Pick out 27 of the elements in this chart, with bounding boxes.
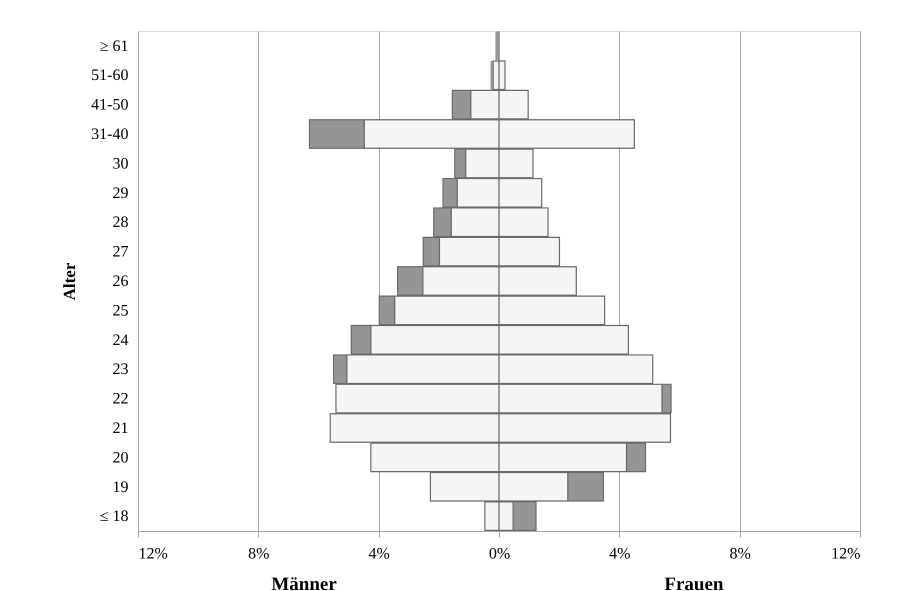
y-tick-label: 28	[112, 214, 128, 232]
x-tick-label: 4%	[609, 546, 630, 562]
text: Männer	[271, 574, 338, 591]
x-tick-label: 8%	[730, 546, 751, 562]
x-tick-label: 12%	[831, 546, 860, 562]
y-tick-label: 25	[112, 302, 128, 320]
y-tick-label: 23	[112, 361, 128, 378]
y-tick-label: ≤ 18	[100, 508, 128, 526]
y-tick-label: 29	[112, 184, 128, 202]
y-tick-label: 20	[112, 449, 128, 466]
y-tick-label: 22	[112, 390, 128, 408]
y-tick-label: 24	[112, 332, 128, 349]
x-tick-label: 8%	[248, 546, 270, 562]
y-tick-label: 19	[112, 478, 128, 496]
y-tick-label: 27	[112, 244, 128, 261]
text: Frauen	[664, 574, 724, 591]
x-tick-label: 0%	[488, 546, 510, 562]
y-tick-label: 26	[112, 273, 128, 290]
y-tick-label: 31-40	[91, 126, 128, 144]
y-tick-label: ≥ 61	[100, 38, 128, 55]
y-tick-label: 21	[112, 420, 128, 437]
y-axis-title: Alter	[60, 262, 80, 300]
y-tick-label: 30	[112, 155, 128, 172]
x-tick-label: 12%	[138, 546, 168, 562]
y-tick-label: 51-60	[91, 67, 128, 84]
x-tick-label: 4%	[368, 546, 390, 562]
y-tick-label: 41-50	[91, 96, 128, 114]
